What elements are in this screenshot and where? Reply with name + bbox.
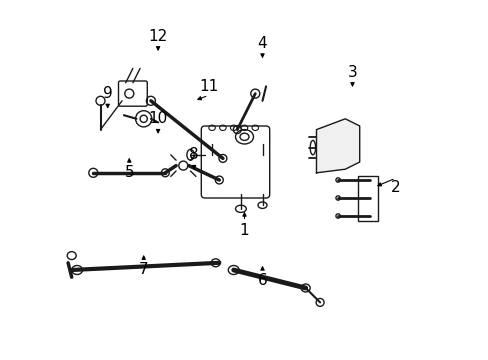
Text: 4: 4 bbox=[257, 36, 267, 51]
Bar bbox=[357, 176, 377, 221]
Text: 5: 5 bbox=[124, 165, 134, 180]
Text: 2: 2 bbox=[390, 180, 400, 195]
Text: 12: 12 bbox=[148, 28, 167, 44]
Polygon shape bbox=[316, 119, 359, 173]
Text: 1: 1 bbox=[239, 223, 249, 238]
Text: 11: 11 bbox=[199, 79, 218, 94]
Text: 7: 7 bbox=[139, 262, 148, 278]
Text: 6: 6 bbox=[257, 273, 267, 288]
Text: 9: 9 bbox=[102, 86, 112, 101]
Text: 8: 8 bbox=[189, 147, 199, 162]
Text: 3: 3 bbox=[347, 64, 357, 80]
Text: 10: 10 bbox=[148, 111, 167, 126]
